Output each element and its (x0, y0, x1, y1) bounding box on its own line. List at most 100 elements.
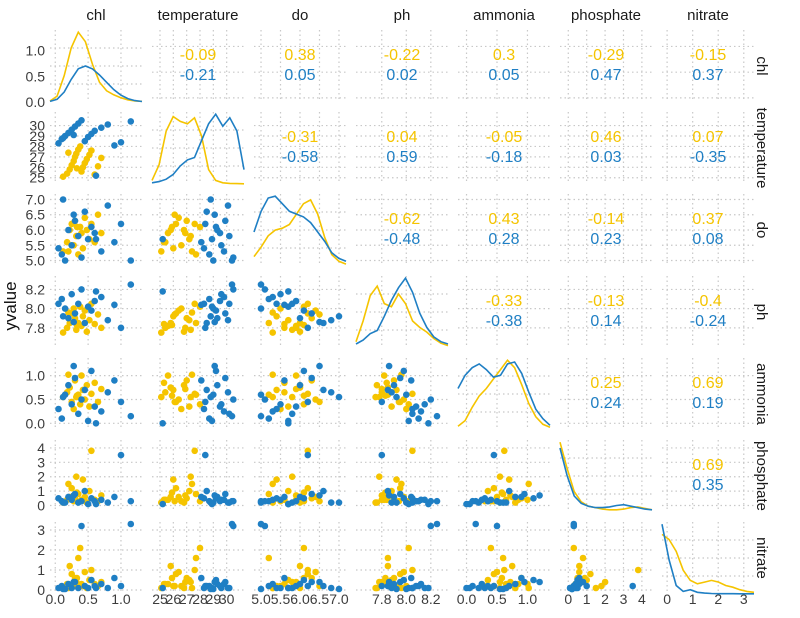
scatter-point-phosphate-temperature-a (171, 497, 178, 505)
density-curve-ammonia-b (457, 361, 551, 426)
scatter-point-nitrate-chl-b (111, 574, 118, 582)
scatter-point-temperature-chl-b (78, 117, 85, 124)
scatter-point-phosphate-ammonia-a (525, 480, 532, 488)
scatter-point-do-chl-b (78, 254, 85, 261)
corr-label-do-nitrate-a: 0.37 (692, 211, 723, 228)
panel-grid-chl-temperature (152, 30, 244, 102)
scatter-point-nitrate-chl-b (70, 578, 77, 586)
scatter-point-ph-chl-b (98, 293, 105, 301)
y-tick-label-nitrate: 3 (37, 522, 45, 538)
y-tick-label-ammonia: 0.0 (26, 415, 46, 431)
scatter-point-ammonia-do-b (277, 401, 284, 408)
scatter-point-nitrate-ammonia-a (508, 562, 516, 570)
y-tick-label-temperature: 25 (29, 170, 45, 186)
scatter-point-nitrate-ammonia-b (493, 522, 501, 530)
corr-label-temperature-ph-b: 0.59 (386, 149, 417, 166)
scatter-point-do-temperature-b (220, 248, 228, 255)
scatter-point-ammonia-do-a (288, 393, 296, 401)
scatter-point-nitrate-phosphate-a (634, 566, 642, 574)
scatter-point-ammonia-do-b (292, 403, 300, 410)
scatter-point-phosphate-chl-a (88, 447, 95, 455)
scatter-point-do-chl-b (98, 248, 105, 255)
scatter-point-ph-chl-b (71, 310, 79, 317)
corr-label-temperature-do-b: -0.58 (282, 149, 319, 166)
corr-label-ph-nitrate-b: -0.24 (690, 313, 727, 330)
y-tick-label-chl: 0.5 (26, 68, 46, 84)
scatter-point-phosphate-ph-b (388, 499, 395, 506)
scatter-point-phosphate-ph-b (425, 500, 432, 508)
scatter-point-ph-do-b (285, 288, 292, 295)
scatter-point-ammonia-do-b (316, 362, 323, 370)
scatter-point-phosphate-ph-a (393, 476, 400, 483)
density-curve-do-b (253, 195, 347, 263)
corr-label-temperature-nitrate-b: -0.35 (690, 149, 727, 166)
panel-grid-temperature-chl (50, 112, 142, 184)
corr-label-ph-nitrate-a: -0.4 (694, 293, 722, 310)
scatter-point-do-chl-b (59, 196, 67, 203)
scatter-point-nitrate-chl-b (59, 585, 67, 593)
scatter-point-ph-do-a (304, 300, 312, 308)
corr-label-temperature-do-a: -0.31 (282, 129, 319, 146)
scatter-point-temperature-chl-a (76, 143, 84, 150)
scatter-point-ph-do-a (292, 324, 300, 332)
scatter-point-nitrate-chl-a (81, 568, 89, 576)
scatter-point-nitrate-ammonia-b (478, 580, 486, 588)
scatter-point-nitrate-phosphate-b (577, 578, 585, 586)
y-tick-label-do: 5.5 (26, 237, 46, 253)
scatter-point-nitrate-temperature-b (224, 584, 232, 592)
scatter-point-nitrate-ph-a (400, 568, 408, 576)
density-curve-nitrate-b (661, 524, 754, 595)
panel-grid-chl-chl (50, 30, 142, 102)
scatter-point-nitrate-ammonia-a (499, 554, 507, 562)
scatter-point-nitrate-ph-b (388, 584, 395, 592)
scatter-point-phosphate-do-a (269, 480, 277, 488)
x-tick-label-ammonia: 1.0 (518, 591, 538, 607)
scatter-point-phosphate-ph-a (398, 480, 405, 488)
scatter-point-ammonia-temperature-a (158, 393, 165, 401)
scatter-point-ph-chl-a (98, 324, 105, 332)
scatter-point-phosphate-chl-b (117, 451, 125, 459)
scatter-point-phosphate-do-b (304, 451, 312, 459)
scatter-point-ammonia-ph-a (409, 390, 416, 398)
scatter-point-phosphate-temperature-a (192, 490, 200, 498)
x-tick-label-temperature: 26 (166, 591, 182, 607)
scatter-point-ammonia-temperature-a (160, 379, 168, 387)
panel-grid-temperature-nitrate (662, 112, 754, 184)
scatter-point-temperature-chl-b (104, 121, 112, 128)
scatter-point-nitrate-chl-b (98, 580, 105, 588)
y-tick-label-do: 6.5 (26, 207, 46, 223)
panel-grid-do-temperature (152, 194, 244, 266)
corr-label-ammonia-phosphate-b: 0.24 (590, 395, 621, 412)
scatter-point-nitrate-ammonia-a (484, 576, 492, 584)
scatter-point-ammonia-chl-b (68, 401, 75, 408)
scatter-point-ph-chl-b (58, 295, 66, 303)
scatter-point-nitrate-phosphate-b (570, 520, 578, 528)
density-curve-chl-a (49, 30, 143, 103)
scatter-point-nitrate-chl-a (76, 544, 84, 552)
y-tick-label-phosphate: 2 (37, 469, 45, 485)
scatter-point-ph-chl-a (91, 320, 98, 328)
x-tick-label-phosphate: 1 (583, 591, 591, 607)
scatter-point-ph-temperature-b (228, 281, 236, 288)
panel-grid-do-ph (356, 194, 448, 266)
scatter-point-ph-do-b (327, 316, 335, 324)
scatter-point-ammonia-temperature-a (170, 386, 177, 394)
corr-label-chl-phosphate-a: -0.29 (588, 47, 625, 64)
scatter-point-ammonia-do-a (300, 392, 308, 400)
scatter-point-phosphate-do-a (285, 487, 292, 495)
scatter-point-ammonia-do-a (269, 371, 277, 379)
column-header-ph: ph (394, 7, 411, 24)
scatter-point-ammonia-do-b (285, 420, 292, 427)
scatter-point-phosphate-do-b (316, 492, 323, 499)
scatter-point-do-chl-a (65, 248, 72, 255)
scatter-point-ph-temperature-b (211, 318, 218, 326)
scatter-point-nitrate-ph-a (384, 562, 392, 570)
scatter-point-phosphate-do-a (304, 484, 312, 492)
scatter-point-phosphate-ph-a (376, 473, 383, 481)
x-tick-label-chl: 0.0 (46, 591, 66, 607)
y-tick-label-temperature: 30 (29, 118, 45, 134)
scatter-point-do-temperature-a (183, 217, 190, 225)
scatter-point-nitrate-do-b (257, 520, 265, 528)
scatter-point-do-temperature-a (196, 223, 204, 231)
scatter-point-do-chl-b (58, 251, 66, 258)
